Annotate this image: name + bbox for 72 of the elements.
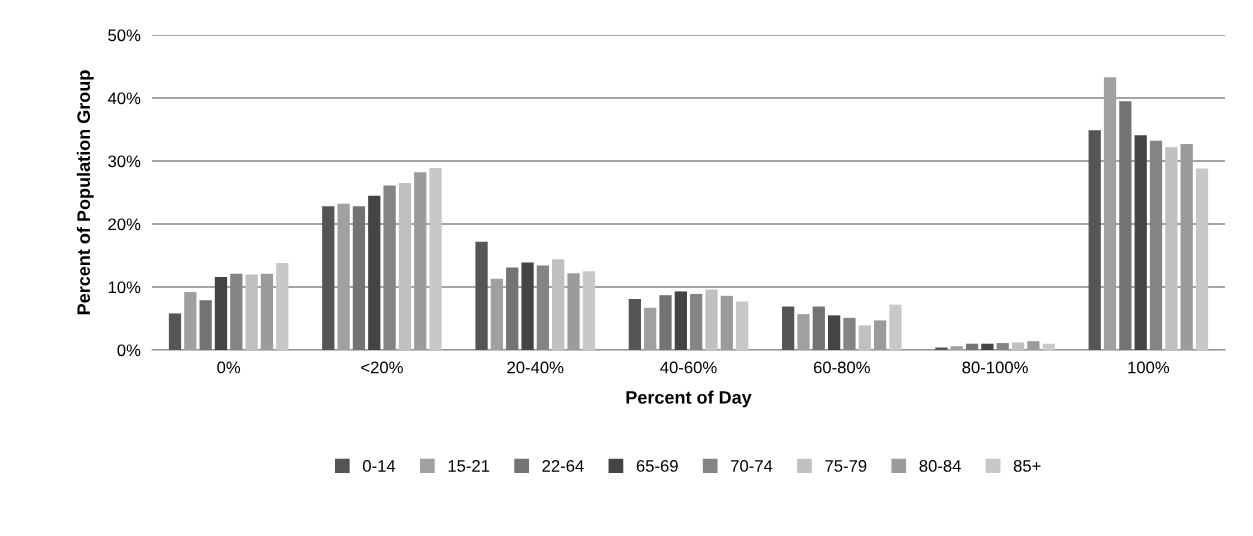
bar [521,262,534,350]
y-tick-label: 10% [108,281,141,294]
y-tick-label: 20% [108,218,141,231]
bar [644,307,657,350]
bar [352,206,366,350]
bar [827,315,841,350]
bar [1042,343,1055,350]
bar [1103,77,1117,350]
bar [782,306,795,350]
legend-label: 15-21 [448,460,490,472]
bar [950,346,963,350]
bar [214,276,228,350]
bar [414,172,427,350]
bar [1180,143,1193,350]
y-axis-title: Percent of Population Group [76,70,94,315]
bar [260,273,274,350]
bar [168,313,182,350]
bar [965,343,979,350]
bar [490,278,504,350]
bar [1134,135,1147,350]
legend-label: 65-69 [636,460,678,472]
bar [935,347,948,350]
bar [475,241,488,350]
x-tick-label: <20% [361,361,403,374]
bar [889,304,902,350]
bar [322,206,335,350]
bar [552,259,565,350]
y-tick-label: 50% [108,29,141,42]
bar [429,167,442,350]
bar [1165,147,1178,350]
legend-label: 85+ [1013,460,1041,472]
bar [567,273,580,350]
x-tick-label: 80-100% [962,361,1028,374]
bar [1011,342,1025,350]
bar [245,274,258,350]
bar [797,314,810,350]
bar [1027,341,1040,350]
bar [368,195,381,350]
bar [398,183,412,350]
bar [705,289,718,350]
bar [736,301,749,350]
bar [199,300,212,350]
bar [628,298,641,350]
bar [184,292,197,350]
y-tick-label: 30% [108,155,141,168]
bar [812,306,825,350]
x-tick-label: 60-80% [813,361,870,374]
bar [981,343,994,350]
bar [1195,168,1209,350]
bar [720,295,733,350]
x-tick-label: 0% [217,361,241,374]
bar [1088,130,1101,350]
legend-label: 75-79 [825,460,867,472]
legend-label: 70-74 [731,460,773,472]
bar [582,271,595,350]
x-tick-label: 20-40% [507,361,564,374]
y-tick-label: 0% [117,344,141,357]
x-tick-label: 100% [1128,361,1170,374]
legend-label: 22-64 [542,460,584,472]
x-axis-title: Percent of Day [626,390,752,408]
bar [506,267,519,350]
bar [659,295,672,350]
legend-label: 0-14 [362,460,396,472]
bar [858,325,871,350]
bar [276,263,289,350]
bar [674,291,687,350]
x-tick-label: 40-60% [660,361,717,374]
bar [873,320,887,350]
legend-label: 80-84 [919,460,961,472]
bar [1119,101,1132,350]
bar [337,203,350,350]
y-tick-label: 40% [107,92,141,105]
